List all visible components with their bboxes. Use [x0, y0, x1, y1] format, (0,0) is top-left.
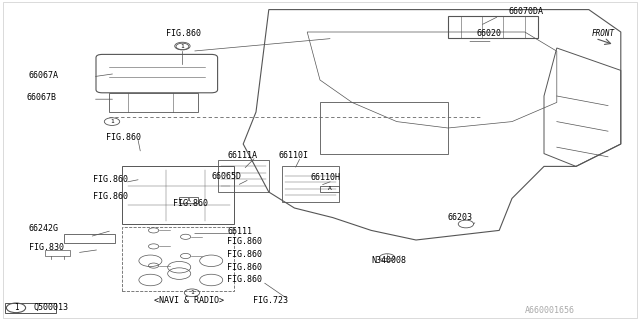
- Text: 66065D: 66065D: [211, 172, 241, 180]
- Text: 66111: 66111: [227, 228, 252, 236]
- Text: A: A: [328, 186, 332, 191]
- Text: 1: 1: [13, 303, 19, 312]
- Text: 66110I: 66110I: [278, 151, 308, 160]
- Text: 66067B: 66067B: [27, 93, 57, 102]
- Text: FIG.860: FIG.860: [93, 192, 128, 201]
- Text: 66070DA: 66070DA: [509, 7, 544, 16]
- Text: FIG.830: FIG.830: [29, 244, 64, 252]
- Text: 1: 1: [180, 44, 184, 49]
- Text: 66110H: 66110H: [310, 173, 340, 182]
- Text: FIG.860: FIG.860: [173, 199, 208, 208]
- Text: 66020: 66020: [477, 29, 502, 38]
- Bar: [179, 197, 198, 203]
- Text: 1: 1: [110, 119, 114, 124]
- Text: 1: 1: [190, 290, 194, 295]
- Text: A: A: [187, 197, 191, 203]
- Bar: [109, 93, 198, 112]
- Bar: [320, 186, 339, 192]
- Text: 66111A: 66111A: [227, 151, 257, 160]
- Text: A660001656: A660001656: [525, 306, 575, 315]
- Bar: [218, 160, 269, 192]
- Bar: [45, 250, 70, 256]
- Text: Q500013: Q500013: [33, 303, 68, 312]
- Text: FIG.723: FIG.723: [253, 296, 288, 305]
- Text: FIG.860: FIG.860: [227, 250, 262, 259]
- Bar: [320, 102, 448, 154]
- Text: FIG.860: FIG.860: [166, 29, 202, 38]
- Text: FIG.860: FIG.860: [93, 175, 128, 184]
- Text: FIG.860: FIG.860: [227, 276, 262, 284]
- Bar: [122, 166, 234, 224]
- Bar: [448, 16, 538, 38]
- Text: 66242G: 66242G: [29, 224, 59, 233]
- Text: <NAVI & RADIO>: <NAVI & RADIO>: [154, 296, 223, 305]
- Text: N340008: N340008: [371, 256, 406, 265]
- Text: 66203: 66203: [448, 213, 473, 222]
- Bar: [282, 166, 339, 202]
- Bar: [5, 303, 56, 313]
- Text: FIG.860: FIG.860: [106, 133, 141, 142]
- Text: 66067A: 66067A: [29, 71, 59, 80]
- Text: FIG.860: FIG.860: [227, 263, 262, 272]
- Bar: [122, 227, 234, 291]
- Text: FIG.860: FIG.860: [227, 237, 262, 246]
- Text: FRONT: FRONT: [592, 29, 615, 38]
